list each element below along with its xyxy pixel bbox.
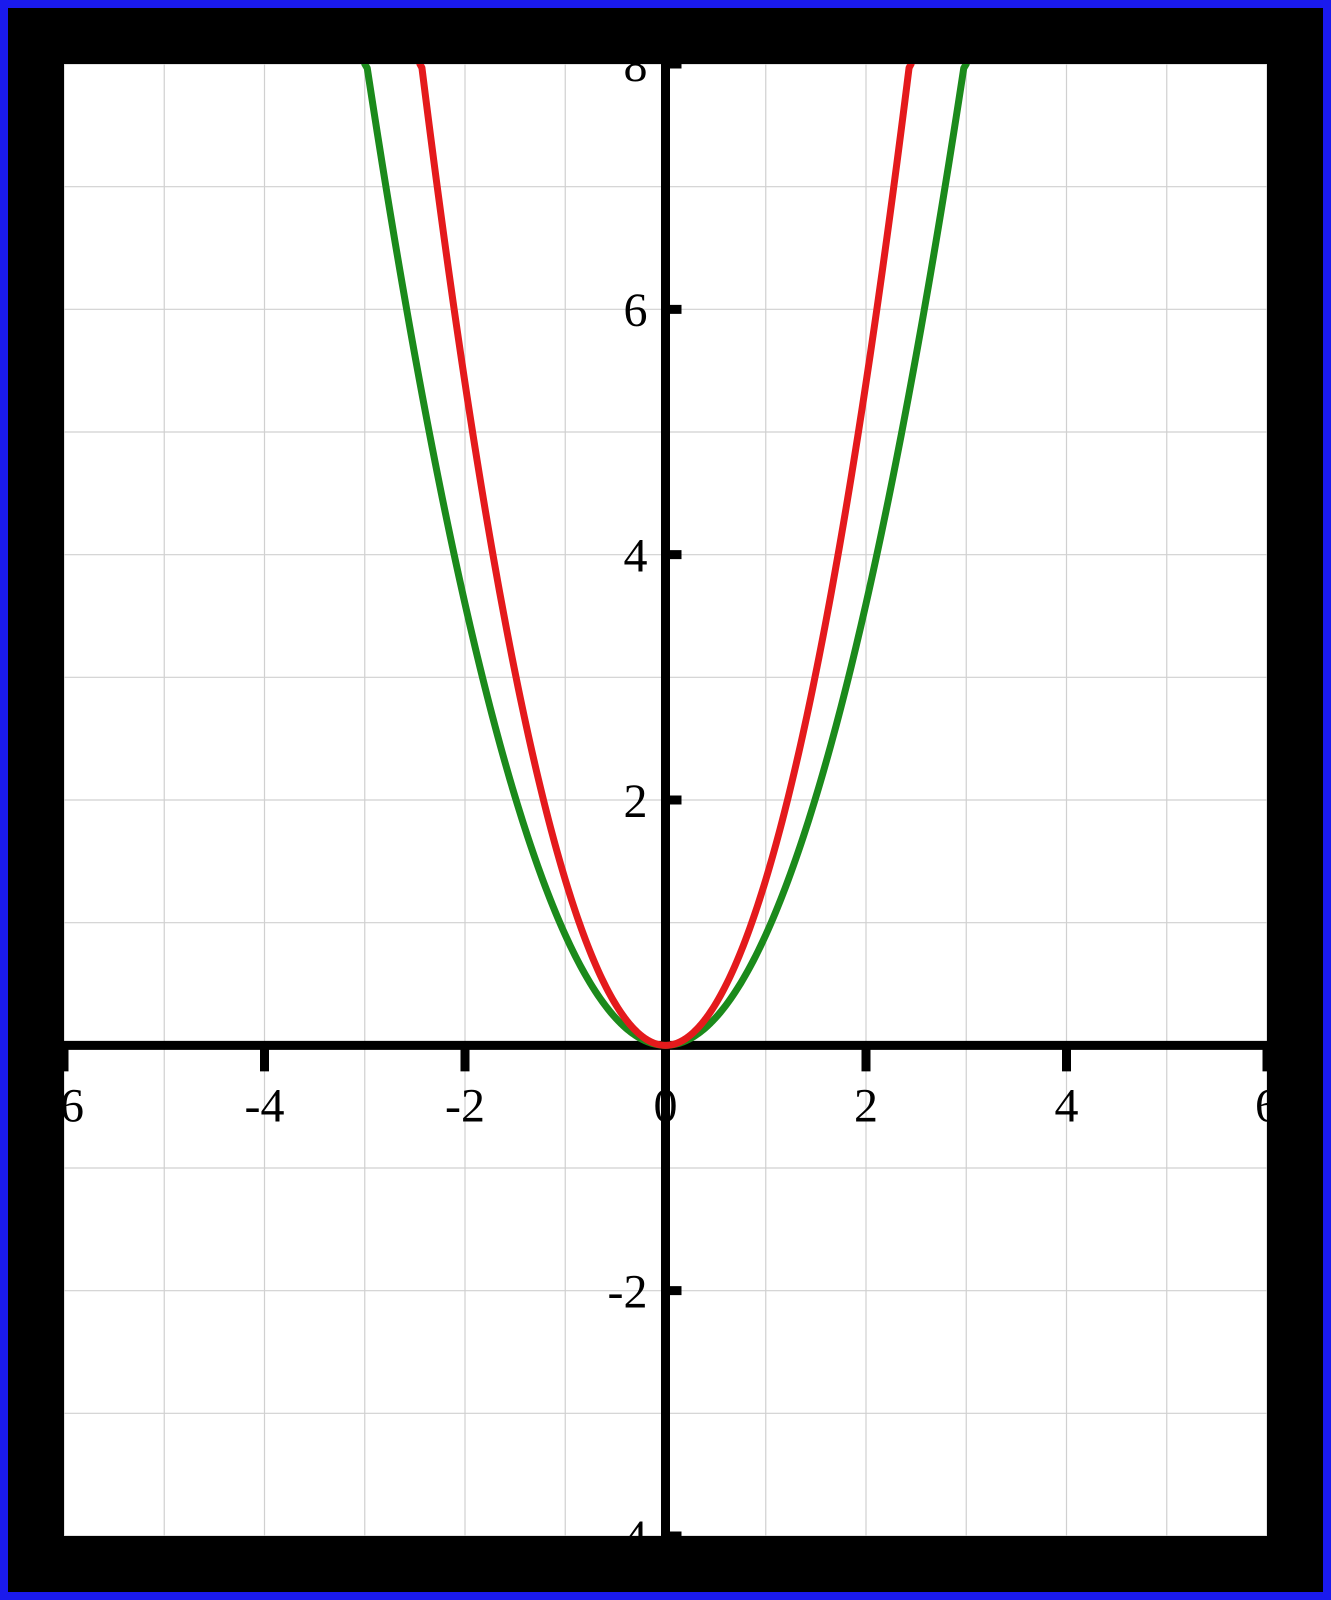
x-tick-label: -6 bbox=[64, 1080, 84, 1133]
x-tick-label: 0 bbox=[654, 1080, 678, 1133]
y-tick-label: -4 bbox=[608, 1511, 648, 1536]
x-tick-label: 2 bbox=[854, 1080, 878, 1133]
plot-area: -6 -4 -2 0 2 4 6 -4 -2 2 4 6 8 bbox=[64, 64, 1267, 1536]
y-tick-label: 8 bbox=[624, 64, 648, 92]
x-tick-label: -4 bbox=[245, 1080, 285, 1133]
outer-frame: -6 -4 -2 0 2 4 6 -4 -2 2 4 6 8 bbox=[0, 0, 1331, 1600]
x-tick-label: 4 bbox=[1055, 1080, 1079, 1133]
y-tick-label: -2 bbox=[608, 1265, 648, 1318]
chart-svg: -6 -4 -2 0 2 4 6 -4 -2 2 4 6 8 bbox=[64, 64, 1267, 1536]
y-tick-label: 6 bbox=[624, 284, 648, 337]
y-tick-label: 2 bbox=[624, 775, 648, 828]
y-tick-label: 4 bbox=[624, 529, 648, 582]
x-tick-label: 6 bbox=[1255, 1080, 1267, 1133]
x-tick-label: -2 bbox=[445, 1080, 485, 1133]
